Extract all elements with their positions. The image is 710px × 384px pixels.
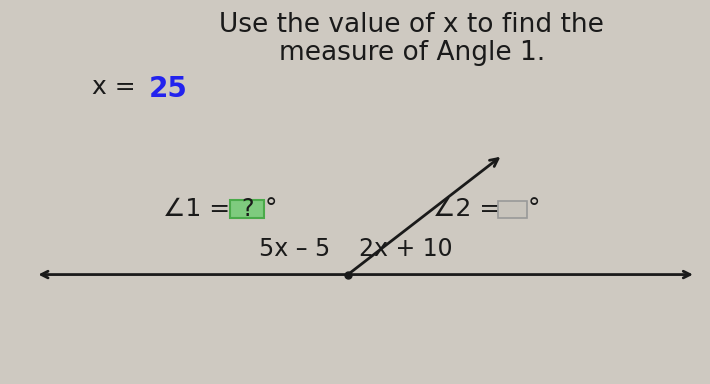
Text: 2x + 10: 2x + 10: [359, 237, 452, 261]
Text: ?: ?: [241, 197, 253, 221]
Text: x =: x =: [92, 75, 144, 99]
FancyBboxPatch shape: [498, 201, 527, 218]
Text: ∠2 =: ∠2 =: [433, 197, 508, 221]
Text: ∠1 =: ∠1 =: [163, 197, 239, 221]
Text: Use the value of x to find the: Use the value of x to find the: [219, 12, 604, 38]
Text: 25: 25: [149, 75, 188, 103]
Text: 5x – 5: 5x – 5: [259, 237, 330, 261]
Text: °: °: [265, 197, 278, 221]
Text: measure of Angle 1.: measure of Angle 1.: [278, 40, 545, 66]
Text: °: °: [528, 197, 540, 221]
FancyBboxPatch shape: [230, 200, 264, 218]
